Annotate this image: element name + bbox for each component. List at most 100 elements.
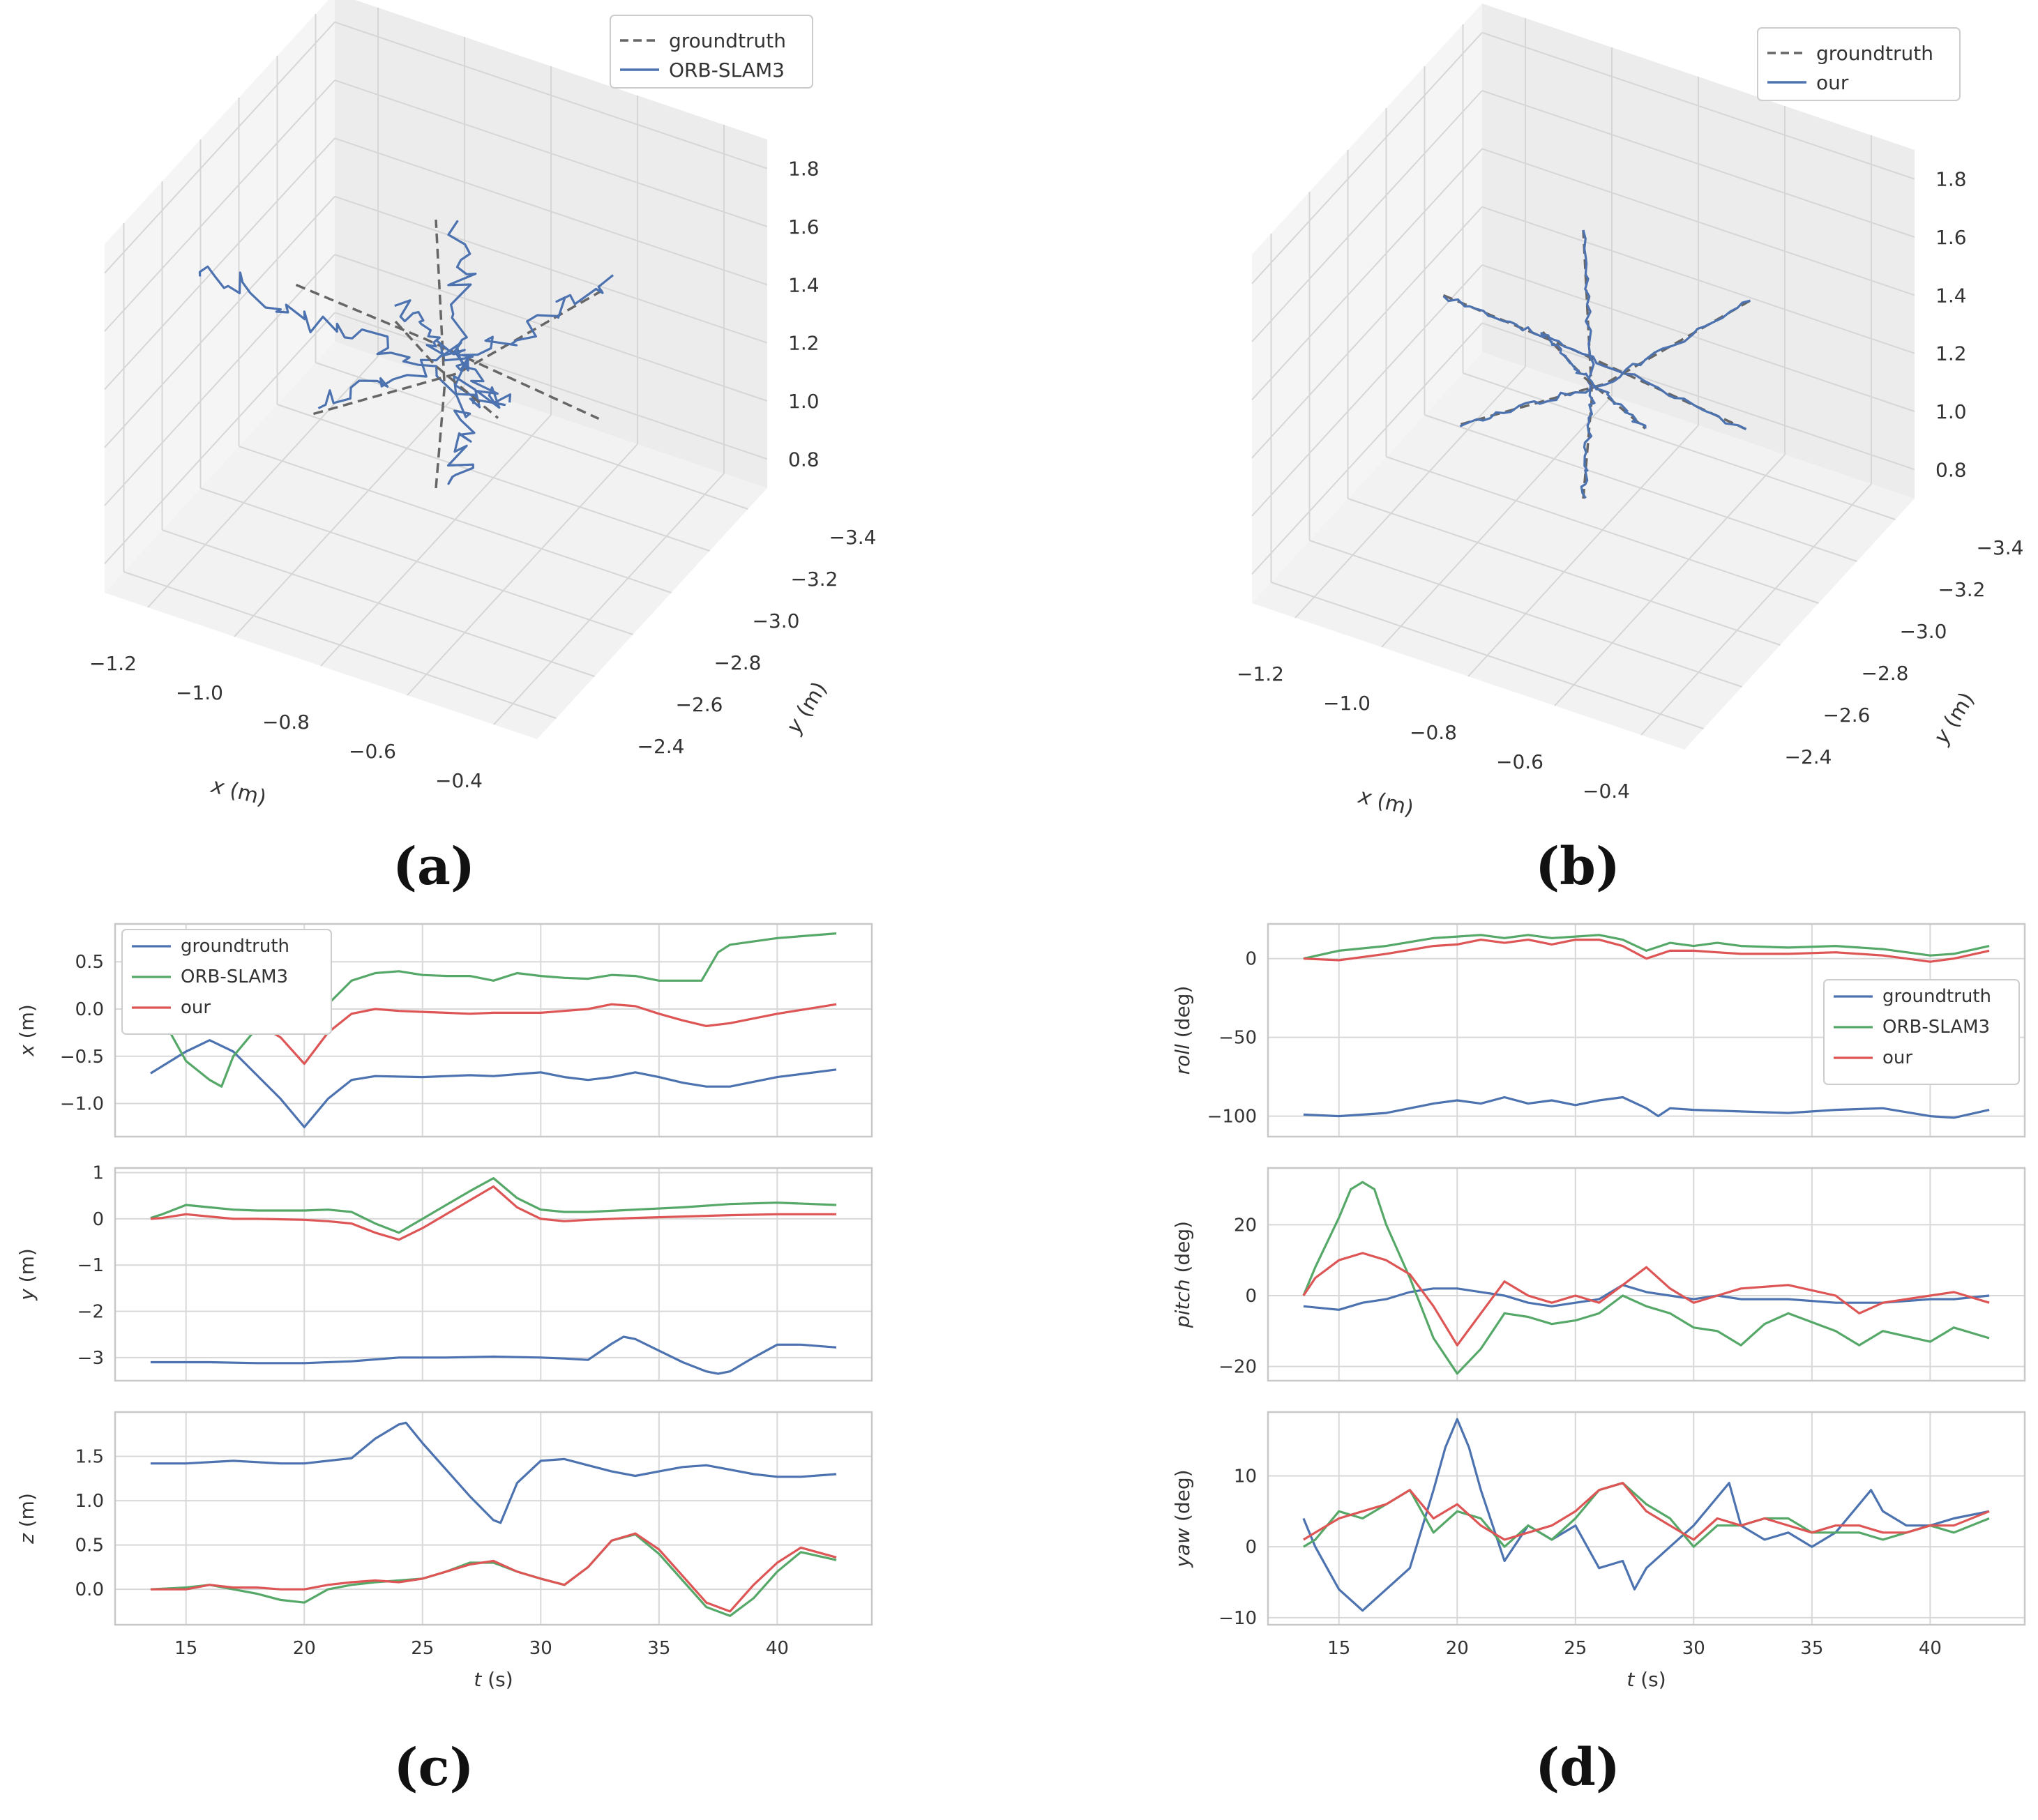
y-tick-label: 0 [1245, 949, 1257, 970]
y-axis-label: y (m) [1928, 688, 1979, 749]
side-gridline [1251, 322, 1483, 575]
y-tick-label: 0.0 [75, 1579, 104, 1600]
legend-box [1757, 27, 1961, 101]
side-gridline [1251, 90, 1483, 342]
back-gridline [334, 137, 768, 286]
y-tick-label: 0 [1245, 1537, 1257, 1558]
z-tick-label: 1.8 [1935, 168, 1967, 191]
back-gridline [334, 254, 768, 402]
legend-label-orb-slam3: ORB-SLAM3 [1882, 1017, 1990, 1038]
legend-label-groundtruth: groundtruth [1882, 986, 1991, 1007]
x-tick-label: 40 [1919, 1638, 1942, 1659]
x-tick-label: 30 [529, 1638, 552, 1659]
estimated-trajectory [1580, 229, 1596, 499]
chart-orientation-vs-time: 0 −50 −100 roll (deg) 20 0 −20 pitch (deg) 10 0 −1… [1171, 923, 2026, 1691]
y-tick-label: 1.5 [75, 1447, 104, 1468]
y-tick-label: 1 [92, 1163, 104, 1184]
z-tick-label: 0.8 [1935, 458, 1967, 481]
y-axis-label: yaw (deg) [1171, 1469, 1194, 1568]
side-gridline [104, 79, 335, 332]
legend-label-orb-slam3: ORB-SLAM3 [669, 59, 785, 82]
legend: groundtruth ORB-SLAM3 our [1823, 979, 2020, 1085]
y-tick-label: −0.5 [60, 1047, 104, 1068]
z-tick-label: 1.6 [788, 215, 820, 238]
side-gridline [1251, 148, 1483, 400]
x-tick-label: −1.0 [1323, 692, 1371, 715]
x-tick-label: 35 [647, 1638, 670, 1659]
series-line-our [150, 1532, 837, 1613]
z-tick-label: 1.8 [788, 158, 820, 181]
x-tick-label: −1.0 [176, 681, 223, 704]
back-gridline [334, 21, 768, 169]
floor-gridline [147, 356, 379, 608]
y-tick-label: 0.5 [75, 952, 104, 973]
side-gridline [1251, 32, 1483, 285]
series-line-orb-slam3 [1302, 1181, 1990, 1375]
groundtruth-trajectory [435, 219, 446, 489]
side-gridline [1251, 264, 1483, 517]
chart-3d-orbslam3-trajectory: −1.2 −1.0 −0.8 −0.6 −0.4 −2.4 −2.6 −2.8 −3.0 −3.2… [89, 0, 877, 810]
panel-frame [1267, 1167, 2026, 1382]
floor-gridline [1309, 540, 1742, 688]
y-tick-label: −2.4 [637, 735, 685, 758]
series-line-groundtruth [150, 1421, 837, 1524]
floor-gridline [1424, 414, 1857, 562]
y-tick-label: −3.2 [1938, 578, 1986, 601]
estimated-trajectory [1540, 332, 1647, 429]
legend-label-groundtruth: groundtruth [181, 936, 289, 957]
y-axis-label: y (m) [15, 1248, 38, 1301]
back-gridline [1481, 31, 1915, 180]
estimated-trajectory [394, 299, 512, 409]
x-tick-label: 30 [1682, 1638, 1705, 1659]
panel-yaw-deg: 10 0 −10 yaw (deg) [1171, 1411, 2026, 1629]
legend-label-our: our [1882, 1047, 1912, 1068]
y-axis-label: pitch (deg) [1171, 1221, 1194, 1328]
y-tick-label: −3.2 [791, 568, 838, 591]
series-line-groundtruth [1302, 1418, 1990, 1612]
panel-frame [114, 1411, 873, 1626]
legend-label-groundtruth: groundtruth [1816, 42, 1933, 65]
series-line-our [1303, 939, 1990, 963]
x-axis-label: t (s) [474, 1668, 513, 1691]
x-axis-label: x (m) [1355, 784, 1416, 821]
series-line-orb-slam3 [149, 932, 837, 1088]
series-line-groundtruth [150, 1039, 837, 1128]
y-tick-label: −3.0 [1900, 620, 1947, 643]
y-tick-label: 20 [1234, 1215, 1257, 1236]
y-tick-label: −3 [77, 1348, 104, 1369]
estimated-trajectory [1442, 295, 1747, 430]
groundtruth-trajectory [295, 283, 600, 420]
z-tick-label: 0.8 [788, 448, 820, 471]
z-tick-label: 1.0 [1935, 400, 1967, 423]
x-tick-label: 20 [1446, 1638, 1469, 1659]
y-tick-label: −2.4 [1785, 745, 1832, 768]
y-axis-label: z (m) [15, 1493, 38, 1545]
estimated-trajectory [198, 265, 506, 409]
y-tick-label: −3.4 [829, 526, 877, 549]
x-tick-label: −0.6 [1496, 750, 1543, 773]
floor-gridline [1381, 395, 1613, 648]
side-gridline [104, 312, 335, 564]
y-tick-label: −20 [1218, 1357, 1257, 1378]
floor-gridline [320, 414, 552, 667]
y-tick-label: −3.0 [753, 609, 800, 632]
y-tick-label: 0 [92, 1209, 104, 1230]
y-tick-label: −50 [1218, 1028, 1257, 1049]
y-tick-label: −2.8 [1862, 662, 1909, 685]
side-gridline [104, 22, 335, 274]
z-tick-label: 1.6 [1935, 226, 1967, 249]
caption-b: (b) [1535, 837, 1620, 897]
legend-label-orb-slam3: ORB-SLAM3 [181, 966, 288, 987]
floor-gridline [1294, 366, 1526, 619]
x-tick-label: 15 [1327, 1638, 1350, 1659]
caption-a: (a) [393, 837, 475, 897]
back-gridline [334, 195, 768, 344]
x-tick-label: 25 [411, 1638, 434, 1659]
groundtruth-trajectory [1582, 229, 1594, 499]
panel-frame [1267, 1411, 2026, 1626]
series-line-groundtruth [150, 1335, 837, 1375]
series-line-groundtruth [1303, 1284, 1990, 1311]
chart-3d-our-trajectory: −1.2 −1.0 −0.8 −0.6 −0.4 −2.4 −2.6 −2.8 −3.0 −3.2… [1237, 3, 2024, 821]
z-tick-label: 1.4 [1935, 284, 1967, 307]
floor-gridline [1554, 454, 1786, 706]
